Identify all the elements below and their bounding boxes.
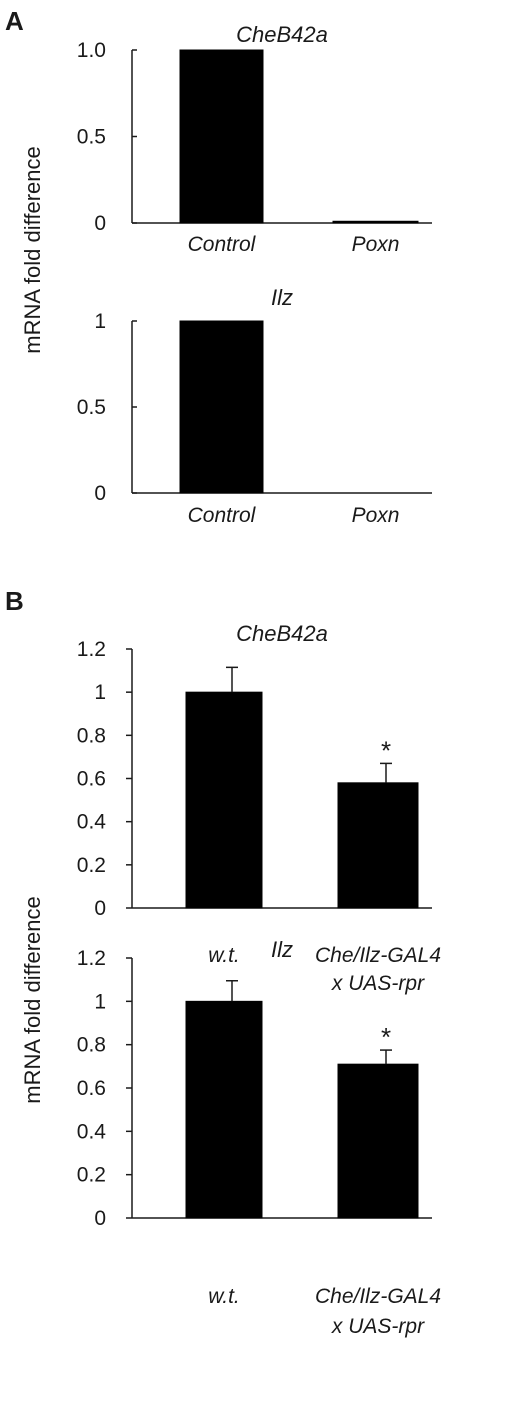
category-label: Control (188, 233, 257, 256)
panel-label-b: B (5, 586, 24, 616)
y-axis-title-b: mRNA fold difference (20, 896, 45, 1103)
chart-a2: 0 0.5 1 Ilz Control Poxn (77, 285, 432, 527)
chart-a1: 0 0.5 1.0 CheB42a Control Poxn (77, 22, 432, 256)
category-label: x UAS-rpr (331, 972, 425, 995)
y-tick-label: 0 (94, 897, 106, 920)
chart-title: CheB42a (236, 22, 328, 47)
y-tick-label: 0.2 (77, 1164, 106, 1187)
category-label: Poxn (352, 504, 400, 527)
y-tick-label: 0.5 (77, 126, 106, 149)
y-tick-label: 0 (94, 482, 106, 505)
y-tick-label: 0.6 (77, 1077, 106, 1100)
y-tick-label: 0 (94, 212, 106, 235)
bar (337, 782, 419, 909)
bar (179, 320, 264, 494)
bar (185, 1000, 263, 1219)
category-label: Che/Ilz-GAL4 (315, 1285, 441, 1308)
y-tick-label: 1 (94, 990, 106, 1013)
chart-b2: 0 0.2 0.4 0.6 0.8 1 1.2 Ilz w.t. * Che/Ilz-GAL4 x U… (77, 937, 441, 1338)
panel-label-a: A (5, 6, 24, 36)
y-axis-title-a: mRNA fold difference (20, 146, 45, 353)
y-tick-label: 0 (94, 1207, 106, 1230)
y-tick-label: 0.8 (77, 724, 106, 747)
category-label: w.t. (208, 944, 240, 967)
significance-marker: * (381, 1022, 391, 1052)
y-tick-label: 1.0 (77, 39, 106, 62)
y-tick-label: 1.2 (77, 947, 106, 970)
y-tick-label: 0.8 (77, 1034, 106, 1057)
y-tick-label: 1.2 (77, 638, 106, 661)
category-label: x UAS-rpr (331, 1315, 425, 1338)
chart-b1: 0 0.2 0.4 0.6 0.8 1 1.2 CheB42a w.t. * Che/Ilz-GAL… (77, 621, 441, 995)
y-tick-label: 0.6 (77, 768, 106, 791)
bar (332, 220, 419, 224)
bar (179, 49, 264, 224)
chart-title: Ilz (271, 937, 293, 962)
y-tick-label: 0.4 (77, 1120, 107, 1143)
chart-title: Ilz (271, 285, 293, 310)
y-tick-label: 1 (94, 310, 106, 333)
category-label: Che/Ilz-GAL4 (315, 944, 441, 967)
y-tick-label: 0.5 (77, 396, 106, 419)
category-label: Control (188, 504, 257, 527)
category-label: w.t. (208, 1285, 240, 1308)
y-tick-label: 1 (94, 681, 106, 704)
y-tick-label: 0.2 (77, 854, 106, 877)
chart-title: CheB42a (236, 621, 328, 646)
significance-marker: * (381, 735, 391, 765)
category-label: Poxn (352, 233, 400, 256)
bar (337, 1063, 419, 1219)
y-tick-label: 0.4 (77, 811, 107, 834)
bar (185, 691, 263, 909)
